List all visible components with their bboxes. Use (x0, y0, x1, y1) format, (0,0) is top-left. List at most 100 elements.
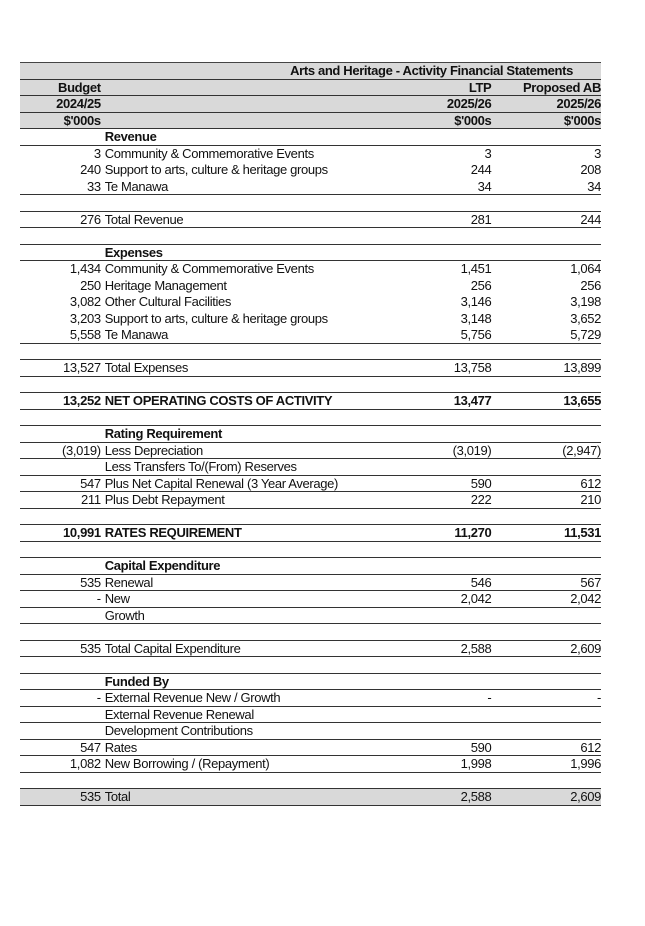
label-cell: RATES REQUIREMENT (104, 525, 242, 540)
budget-cell: 3,082 (69, 294, 101, 309)
label-cell (101, 96, 378, 112)
budget-cell: - (96, 690, 101, 705)
proposed-cell (491, 245, 601, 261)
ltp-cell: 1,451 (460, 261, 492, 276)
budget-cell: Budget (58, 79, 101, 95)
proposed-cell (491, 195, 601, 211)
ltp-cell: LTP (468, 79, 492, 95)
proposed-cell (491, 624, 601, 640)
ltp-cell: 13,477 (453, 393, 492, 408)
label-cell: Support to arts, culture & heritage grou… (104, 162, 328, 177)
budget-cell: 547 (80, 739, 101, 755)
proposed-cell: 210 (580, 492, 601, 507)
ltp-cell: 1,998 (460, 756, 492, 771)
ltp-cell: 11,270 (454, 525, 492, 540)
spacer-row (20, 195, 601, 212)
budget-cell: $'000s (63, 112, 102, 128)
proposed-cell (491, 228, 601, 244)
label-cell: Plus Debt Repayment (104, 492, 225, 507)
proposed-cell: 1,064 (570, 261, 601, 276)
ltp-cell (378, 624, 492, 640)
label-cell: External Revenue Renewal (104, 706, 254, 722)
spacer-row (20, 228, 601, 245)
label-cell: Development Contributions (104, 723, 253, 738)
budget-cell: (3,019) (61, 442, 101, 458)
ltp-cell: 3 (484, 145, 492, 161)
label-cell: Heritage Management (104, 277, 227, 293)
label-cell (101, 410, 378, 426)
ltp-cell (378, 459, 492, 475)
ltp-cell: 590 (470, 739, 492, 755)
label-cell (101, 773, 378, 789)
ltp-cell (378, 195, 492, 211)
ltp-cell: 2025/26 (446, 96, 492, 111)
label-cell (101, 113, 378, 129)
label-cell (101, 542, 378, 558)
table-row: 3 Community & Commemorative Events 3 3 (20, 145, 602, 163)
proposed-cell (491, 344, 601, 360)
ltp-cell: 590 (470, 475, 492, 491)
table-row: 240 Support to arts, culture & heritage g… (20, 162, 601, 179)
ltp-cell (378, 707, 492, 723)
budget-cell (20, 245, 101, 261)
label-cell: Growth (104, 607, 145, 623)
table-row: 535 Total 2,588 2,609 (20, 789, 601, 806)
label-cell: Support to arts, culture & heritage grou… (104, 310, 328, 326)
proposed-cell: 2025/26 (556, 96, 601, 111)
budget-cell (20, 558, 101, 574)
table-row: 535 Total Capital Expenditure 2,588 2,609 (20, 640, 601, 657)
budget-cell: 535 (80, 574, 101, 590)
table-row: 13,527 Total Expenses 13,758 13,899 (20, 360, 601, 377)
proposed-cell: (2,947) (562, 442, 601, 458)
table-row: Funded By (20, 674, 601, 690)
label-cell: Te Manawa (104, 178, 169, 194)
label-cell (101, 657, 378, 673)
label-cell: NET OPERATING COSTS OF ACTIVITY (104, 393, 333, 408)
table-title-row: Arts and Heritage - Activity Financial S… (20, 63, 601, 80)
budget-cell (20, 542, 101, 558)
table-row: Rating Requirement (20, 426, 601, 443)
proposed-cell: 2,609 (570, 640, 601, 656)
spacer-row (20, 509, 601, 525)
budget-cell: 1,434 (69, 261, 101, 276)
table-row: 547 Rates 590 612 (20, 739, 601, 756)
table-row: - New 2,042 2,042 (20, 591, 601, 608)
ltp-cell: - (487, 690, 492, 705)
label-cell (101, 624, 378, 640)
ltp-cell: 222 (470, 492, 492, 507)
table-row: 13,252 NET OPERATING COSTS OF ACTIVITY 13,… (20, 393, 601, 410)
proposed-cell (491, 459, 601, 475)
proposed-cell: 1,996 (570, 756, 601, 771)
proposed-cell (491, 773, 601, 789)
label-cell: Plus Net Capital Renewal (3 Year Average… (104, 475, 339, 491)
budget-cell: 535 (80, 640, 101, 656)
table-row: External Revenue Renewal (20, 706, 601, 723)
ltp-cell: 2,588 (460, 640, 492, 656)
budget-cell (20, 723, 101, 739)
proposed-cell (491, 509, 601, 525)
proposed-cell (491, 674, 601, 690)
budget-cell: 33 (86, 178, 101, 194)
ltp-cell (378, 228, 492, 244)
proposed-cell: 256 (580, 277, 601, 293)
spacer-row (20, 657, 601, 674)
table-row: 3,203 Support to arts, culture & heritage… (20, 311, 601, 328)
ltp-cell: 3,146 (460, 294, 492, 309)
proposed-cell: 11,531 (564, 525, 601, 540)
label-cell (101, 377, 378, 393)
label-cell: Other Cultural Facilities (104, 294, 232, 309)
table-row: 276 Total Revenue 281 244 (20, 211, 601, 228)
proposed-cell: 5,729 (570, 327, 601, 342)
proposed-cell: 2,609 (570, 789, 601, 804)
header-row: $'000s $'000s $'000s (20, 112, 601, 129)
budget-cell: 276 (80, 211, 101, 227)
ltp-cell (378, 509, 492, 525)
proposed-cell (491, 558, 601, 574)
proposed-cell: 3 (594, 145, 601, 161)
budget-cell (20, 228, 101, 244)
budget-cell (20, 773, 101, 789)
table-row: 1,082 New Borrowing / (Repayment) 1,998 1,9… (20, 756, 601, 773)
table-row: Development Contributions (20, 723, 601, 740)
proposed-cell (491, 707, 601, 723)
budget-cell: 547 (80, 475, 101, 491)
